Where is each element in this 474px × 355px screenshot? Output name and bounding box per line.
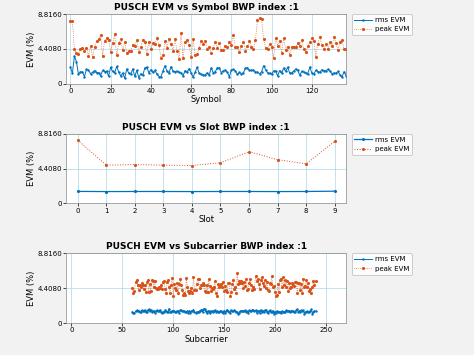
peak EVM [186,43,192,47]
peak EVM [157,285,163,290]
rms EVM [145,308,151,312]
rms EVM [303,189,309,193]
Y-axis label: EVM (%): EVM (%) [27,31,36,67]
rms EVM [275,190,281,194]
peak EVM [176,56,182,61]
rms EVM [132,189,137,193]
Legend: rms EVM, peak EVM: rms EVM, peak EVM [352,14,412,35]
peak EVM [78,47,83,51]
peak EVM [132,163,137,167]
rms EVM [120,71,126,75]
rms EVM [182,309,187,313]
peak EVM [189,163,195,168]
peak EVM [218,161,223,165]
peak EVM [303,162,309,166]
peak EVM [181,293,186,297]
peak EVM [283,285,289,289]
X-axis label: Symbol: Symbol [191,95,222,104]
peak EVM [209,51,214,55]
Line: rms EVM: rms EVM [76,190,337,193]
peak EVM [332,139,337,143]
rms EVM [166,306,172,311]
rms EVM [189,190,195,194]
peak EVM [161,163,166,167]
rms EVM [86,68,91,72]
peak EVM [218,282,224,286]
Legend: rms EVM, peak EVM: rms EVM, peak EVM [352,253,412,274]
peak EVM [347,38,353,42]
Title: PUSCH EVM vs Slot BWP index :1: PUSCH EVM vs Slot BWP index :1 [122,123,290,132]
peak EVM [75,138,81,142]
Line: rms EVM: rms EVM [131,307,317,315]
rms EVM [313,309,319,313]
Y-axis label: EVM (%): EVM (%) [27,271,36,306]
X-axis label: Subcarrier: Subcarrier [184,335,228,344]
rms EVM [103,190,109,194]
rms EVM [246,189,252,193]
rms EVM [283,308,289,312]
peak EVM [103,163,109,167]
peak EVM [67,19,73,23]
rms EVM [157,308,163,312]
rms EVM [332,189,337,193]
rms EVM [129,310,135,314]
rms EVM [80,70,85,74]
peak EVM [227,294,233,298]
peak EVM [96,37,101,41]
peak EVM [145,278,151,282]
rms EVM [219,310,225,314]
Title: PUSCH EVM vs Symbol BWP index :1: PUSCH EVM vs Symbol BWP index :1 [114,3,299,12]
rms EVM [75,189,81,193]
X-axis label: Slot: Slot [198,215,214,224]
Title: PUSCH EVM vs Subcarrier BWP index :1: PUSCH EVM vs Subcarrier BWP index :1 [106,242,307,251]
peak EVM [118,37,124,41]
rms EVM [67,65,73,69]
peak EVM [217,283,223,287]
peak EVM [234,271,240,275]
peak EVM [246,149,252,154]
rms EVM [72,54,77,58]
Legend: rms EVM, peak EVM: rms EVM, peak EVM [352,134,412,155]
peak EVM [275,158,281,162]
Line: rms EVM: rms EVM [69,55,351,79]
Line: peak EVM: peak EVM [76,138,337,167]
rms EVM [210,71,216,75]
Line: peak EVM: peak EVM [69,17,352,60]
rms EVM [98,74,103,78]
rms EVM [347,69,353,73]
rms EVM [218,308,224,313]
peak EVM [313,279,319,284]
peak EVM [83,45,89,50]
peak EVM [256,16,262,20]
peak EVM [129,286,135,290]
Y-axis label: EVM (%): EVM (%) [27,151,36,186]
rms EVM [218,189,223,193]
rms EVM [188,71,194,75]
rms EVM [122,76,128,80]
Line: peak EVM: peak EVM [131,271,317,297]
rms EVM [236,312,241,316]
rms EVM [161,189,166,193]
